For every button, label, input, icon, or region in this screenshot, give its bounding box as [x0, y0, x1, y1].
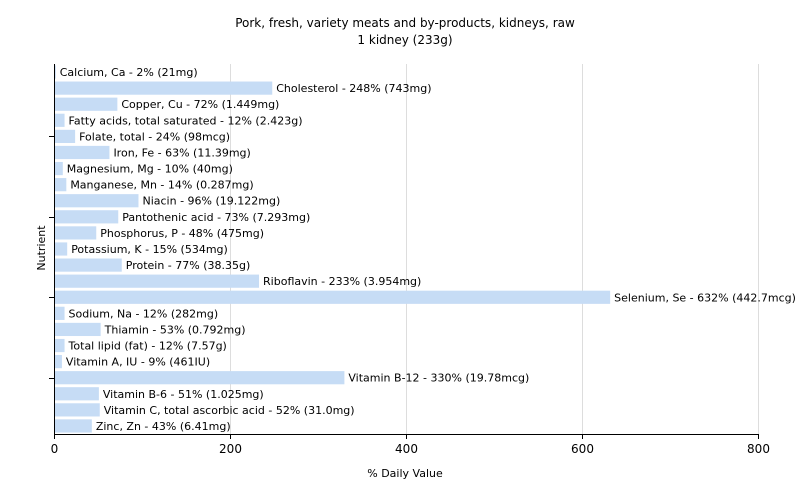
bar-label: Sodium, Na - 12% (282mg): [69, 307, 219, 320]
x-tick-label: 400: [395, 442, 418, 456]
bar: [54, 419, 92, 433]
bar: [54, 306, 65, 320]
x-tick-label: 800: [747, 442, 770, 456]
bar-label: Fatty acids, total saturated - 12% (2.42…: [69, 114, 303, 127]
bar: [54, 81, 273, 95]
bar-label: Folate, total - 24% (98mcg): [79, 130, 230, 143]
bar: [54, 355, 62, 369]
bar: [54, 226, 97, 240]
bar: [54, 322, 101, 337]
bar: [54, 274, 260, 288]
bar-label: Iron, Fe - 63% (11.39mg): [113, 146, 250, 159]
bar: [54, 258, 122, 272]
x-tick-label: 600: [571, 442, 594, 456]
x-tick-label: 200: [219, 442, 242, 456]
bar: [54, 113, 65, 127]
bar-label: Selenium, Se - 632% (442.7mcg): [614, 291, 796, 304]
bar: [54, 145, 110, 160]
bar-label: Calcium, Ca - 2% (21mg): [60, 66, 198, 79]
bar: [54, 403, 100, 417]
bar-label: Vitamin A, IU - 9% (461IU): [66, 356, 210, 369]
bar: [54, 210, 119, 224]
bar: [54, 194, 139, 208]
bar: [54, 161, 63, 176]
bar-label: Vitamin B-6 - 51% (1.025mg): [103, 388, 264, 401]
bar-label: Phosphorus, P - 48% (475mg): [100, 227, 264, 240]
axes: 0 200 400 600 800: [49, 64, 770, 456]
bar: [54, 178, 67, 192]
bar-label: Riboflavin - 233% (3.954mg): [263, 275, 421, 288]
bar-label: Vitamin C, total ascorbic acid - 52% (31…: [104, 404, 355, 417]
bar-label: Thiamin - 53% (0.792mg): [104, 323, 246, 336]
bar-label: Manganese, Mn - 14% (0.287mg): [70, 179, 253, 192]
bar-label: Pantothenic acid - 73% (7.293mg): [122, 211, 310, 224]
chart-title: Pork, fresh, variety meats and by-produc…: [235, 16, 575, 30]
bars: [54, 65, 611, 433]
y-axis-label: Nutrient: [35, 225, 48, 271]
bar-label: Total lipid (fat) - 12% (7.57g): [68, 340, 227, 353]
bar: [54, 290, 611, 304]
x-tick-label: 0: [51, 442, 59, 456]
bar-label: Vitamin B-12 - 330% (19.78mcg): [348, 372, 529, 385]
bar-label: Cholesterol - 248% (743mg): [276, 82, 431, 95]
bar: [54, 338, 65, 353]
x-axis-label: % Daily Value: [367, 467, 443, 480]
bar-label: Potassium, K - 15% (534mg): [71, 243, 228, 256]
bar: [54, 242, 68, 256]
bar: [54, 97, 118, 111]
bar-label: Copper, Cu - 72% (1.449mg): [121, 98, 279, 111]
chart-subtitle: 1 kidney (233g): [357, 33, 452, 47]
bar: [54, 387, 99, 401]
bar-label: Protein - 77% (38.35g): [126, 259, 251, 272]
bar-label: Zinc, Zn - 43% (6.41mg): [96, 420, 231, 433]
bar-label: Niacin - 96% (19.122mg): [142, 195, 280, 208]
bar: [54, 371, 345, 385]
bar-labels: Calcium, Ca - 2% (21mg) Cholesterol - 248…: [60, 66, 796, 433]
bar: [54, 129, 76, 143]
bar-label: Magnesium, Mg - 10% (40mg): [67, 163, 233, 176]
